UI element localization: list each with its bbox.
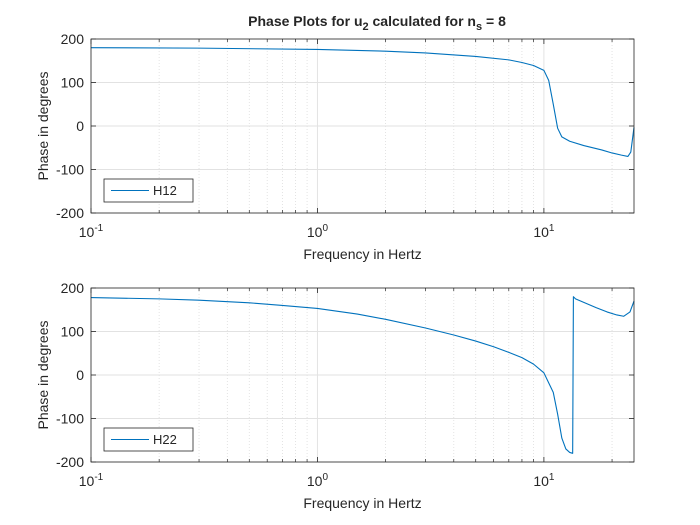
subplot-top: -200 -100 0 100 200 10-1 100 101 Frequency in He… — [35, 31, 635, 262]
y-tick-label: -200 — [56, 205, 84, 221]
series-line-h12 — [90, 47, 635, 157]
y-axis-label: Phase in degrees — [35, 72, 51, 181]
series-line-h22 — [90, 296, 635, 454]
x-axis-label: Frequency in Hertz — [303, 495, 421, 511]
y-axis-label: Phase in degrees — [35, 321, 51, 430]
x-tick-label: 101 — [533, 472, 555, 489]
subplot-bottom: -200 -100 0 100 200 10-1 100 101 Frequency in He… — [35, 280, 635, 511]
y-tick-label: -100 — [56, 411, 84, 427]
y-tick-label: 100 — [61, 75, 85, 91]
x-tick-label: 10-1 — [79, 223, 104, 240]
y-tick-label: 200 — [61, 31, 85, 47]
x-tick-label: 101 — [533, 223, 555, 240]
y-tick-label: 200 — [61, 280, 85, 296]
x-tick-label: 10-1 — [79, 472, 104, 489]
y-tick-label: 0 — [76, 367, 84, 383]
y-tick-label: 100 — [61, 324, 85, 340]
y-tick-label: -200 — [56, 454, 84, 470]
legend-entry-label: H12 — [153, 183, 177, 198]
x-tick-label: 100 — [307, 472, 329, 489]
y-tick-label: 0 — [76, 118, 84, 134]
figure-title: Phase Plots for u2 calculated for ns = 8 — [248, 13, 506, 33]
x-tick-label: 100 — [307, 223, 329, 240]
x-axis-label: Frequency in Hertz — [303, 246, 421, 262]
legend-entry-label: H22 — [153, 432, 177, 447]
y-tick-label: -100 — [56, 162, 84, 178]
